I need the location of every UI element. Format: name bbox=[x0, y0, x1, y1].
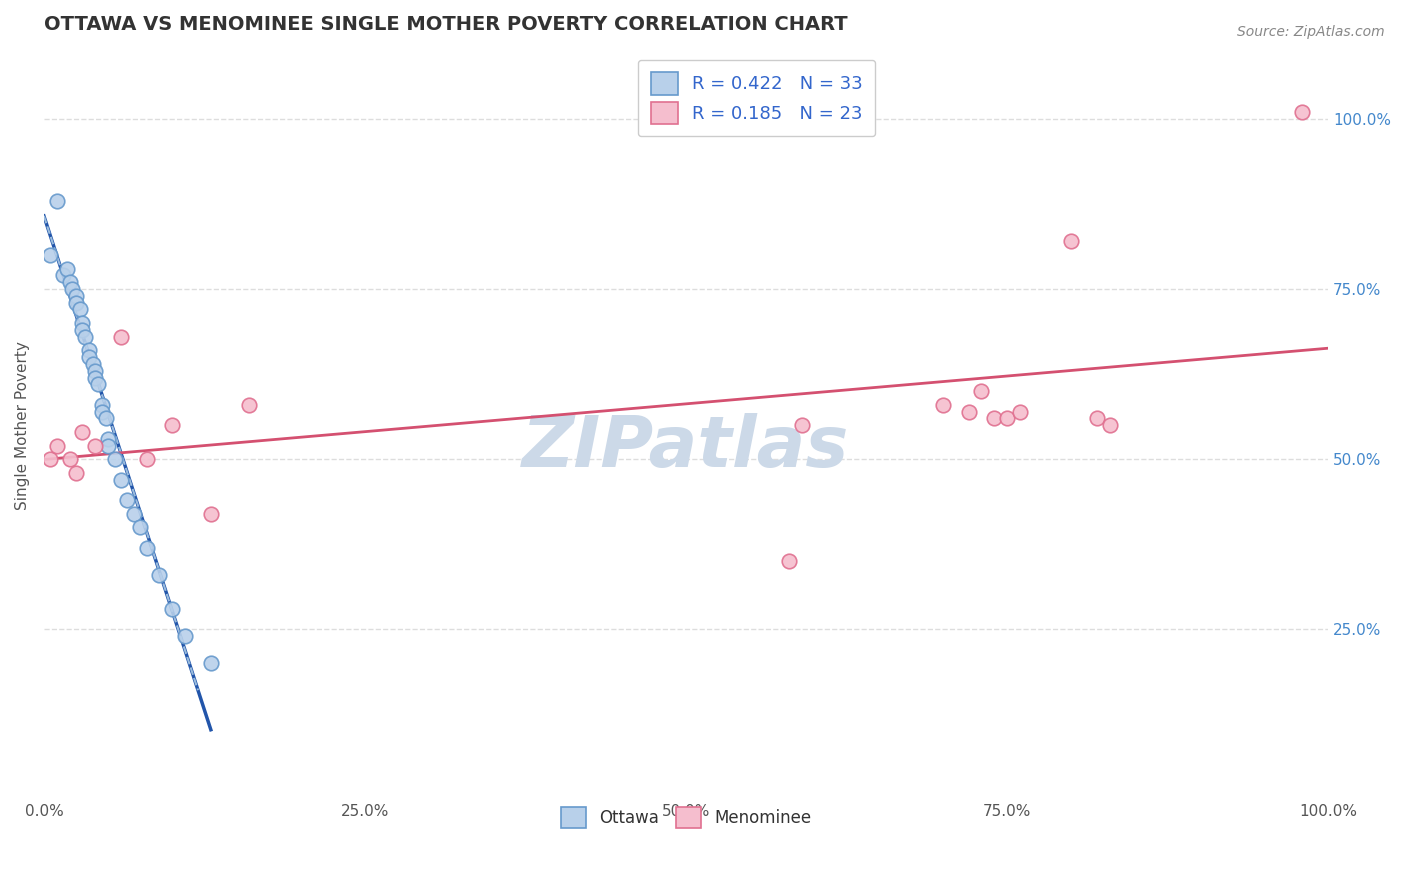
Point bbox=[135, 541, 157, 555]
Point bbox=[110, 473, 132, 487]
Point bbox=[200, 657, 222, 671]
Point bbox=[1291, 105, 1313, 120]
Point bbox=[69, 302, 91, 317]
Point bbox=[162, 418, 184, 433]
Point bbox=[1098, 418, 1121, 433]
Point bbox=[77, 350, 100, 364]
Text: OTTAWA VS MENOMINEE SINGLE MOTHER POVERTY CORRELATION CHART: OTTAWA VS MENOMINEE SINGLE MOTHER POVERT… bbox=[44, 15, 848, 34]
Point bbox=[90, 404, 112, 418]
Point bbox=[84, 370, 107, 384]
Point bbox=[148, 568, 170, 582]
Point bbox=[82, 357, 104, 371]
Point bbox=[39, 248, 62, 262]
Y-axis label: Single Mother Poverty: Single Mother Poverty bbox=[15, 341, 30, 509]
Point bbox=[970, 384, 993, 399]
Legend: Ottawa, Menominee: Ottawa, Menominee bbox=[553, 799, 820, 836]
Point bbox=[97, 432, 120, 446]
Point bbox=[90, 398, 112, 412]
Point bbox=[983, 411, 1005, 425]
Point bbox=[52, 268, 75, 283]
Point bbox=[1085, 411, 1108, 425]
Point bbox=[110, 329, 132, 343]
Point bbox=[135, 452, 157, 467]
Point bbox=[65, 289, 87, 303]
Point bbox=[1060, 235, 1083, 249]
Point bbox=[77, 343, 100, 358]
Point bbox=[122, 507, 145, 521]
Point bbox=[65, 295, 87, 310]
Point bbox=[790, 418, 813, 433]
Point bbox=[103, 452, 125, 467]
Point bbox=[58, 452, 80, 467]
Point bbox=[84, 364, 107, 378]
Point bbox=[200, 507, 222, 521]
Point bbox=[45, 194, 67, 208]
Point bbox=[995, 411, 1018, 425]
Point bbox=[778, 554, 800, 568]
Point bbox=[932, 398, 955, 412]
Point bbox=[60, 282, 83, 296]
Point bbox=[1008, 404, 1031, 418]
Point bbox=[72, 316, 94, 330]
Point bbox=[94, 411, 117, 425]
Point bbox=[72, 323, 94, 337]
Point bbox=[238, 398, 260, 412]
Point bbox=[87, 377, 110, 392]
Point bbox=[39, 452, 62, 467]
Point bbox=[58, 275, 80, 289]
Point bbox=[84, 439, 107, 453]
Point bbox=[97, 439, 120, 453]
Point bbox=[65, 466, 87, 480]
Text: ZIPatlas: ZIPatlas bbox=[522, 413, 849, 483]
Point bbox=[45, 439, 67, 453]
Point bbox=[72, 425, 94, 439]
Text: Source: ZipAtlas.com: Source: ZipAtlas.com bbox=[1237, 25, 1385, 39]
Point bbox=[957, 404, 980, 418]
Point bbox=[117, 493, 139, 508]
Point bbox=[56, 261, 79, 276]
Point bbox=[174, 629, 197, 643]
Point bbox=[129, 520, 152, 534]
Point bbox=[73, 329, 96, 343]
Point bbox=[162, 602, 184, 616]
